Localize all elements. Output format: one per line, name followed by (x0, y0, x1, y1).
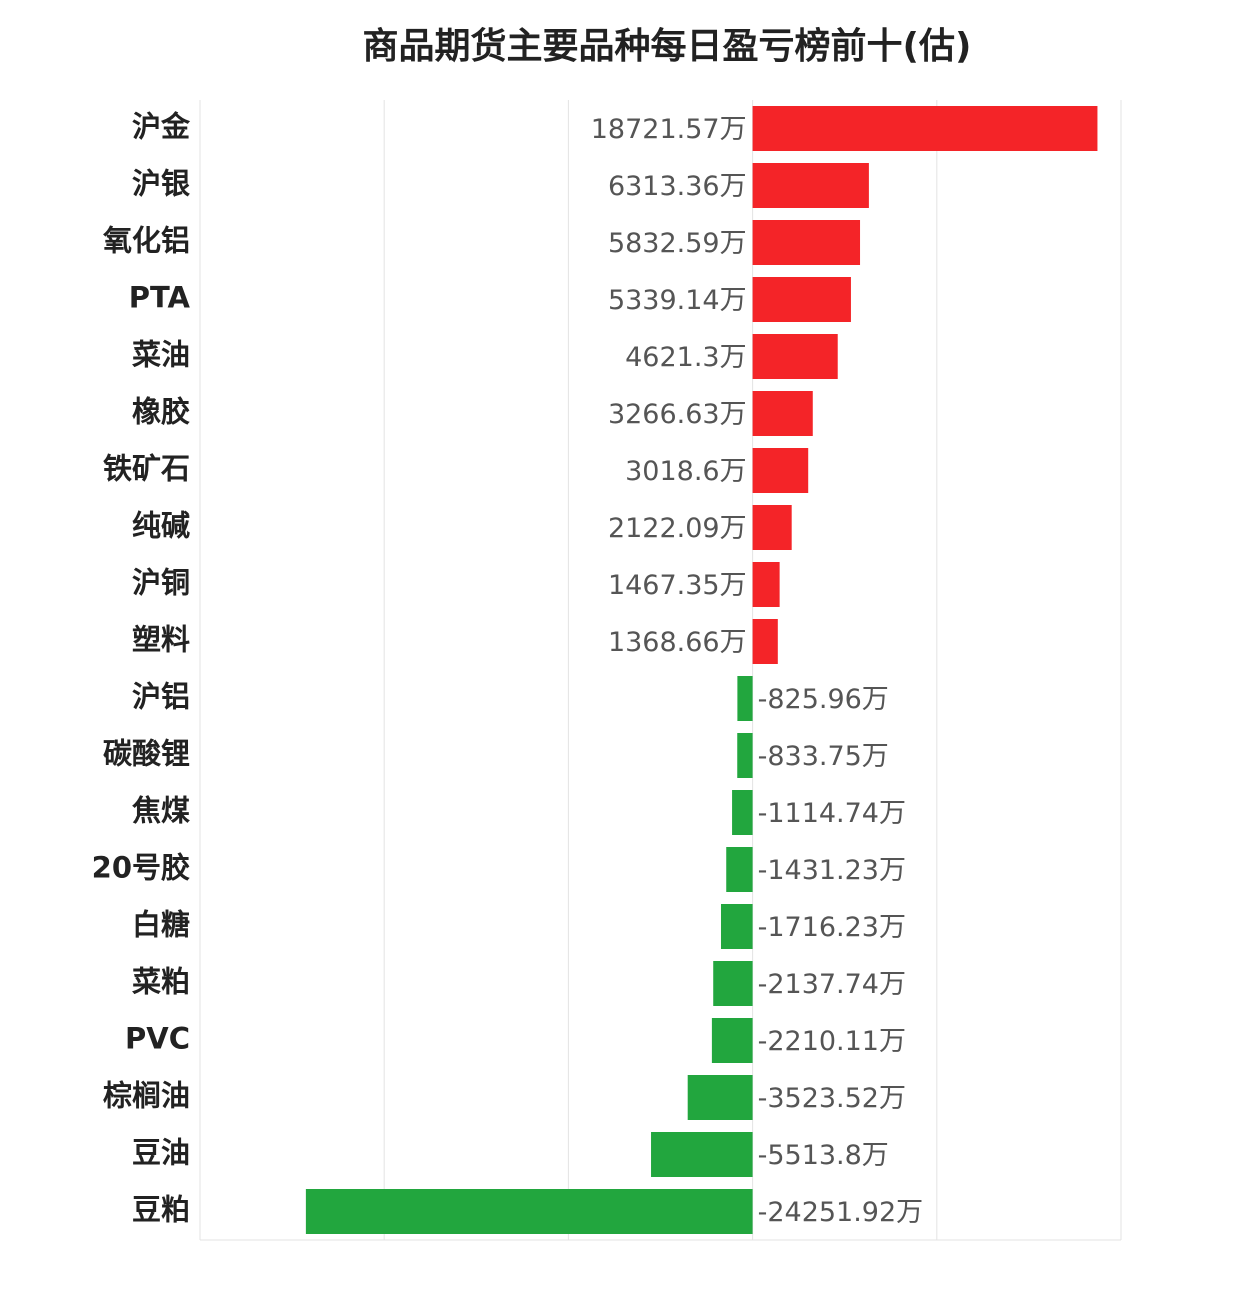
category-label: 白糖 (132, 908, 190, 942)
chart-title: 商品期货主要品种每日盈亏榜前十(估) (363, 26, 972, 67)
category-label: 碳酸锂 (103, 737, 190, 771)
value-label: 5339.14万 (608, 285, 747, 316)
category-label: PVC (125, 1022, 190, 1056)
value-label: -2210.11万 (758, 1026, 906, 1057)
bar (752, 619, 778, 664)
bar (752, 220, 861, 265)
bar (305, 1189, 753, 1234)
bar (752, 448, 809, 493)
bar (752, 562, 780, 607)
value-label: -3523.52万 (758, 1083, 906, 1114)
category-label: 铁矿石 (103, 452, 190, 486)
bar (737, 733, 753, 778)
category-label: 纯碱 (132, 509, 190, 543)
category-label: 菜粕 (132, 965, 190, 999)
category-label: 沪银 (132, 167, 190, 201)
category-label: 氧化铝 (102, 224, 190, 258)
category-label: 焦煤 (132, 794, 190, 828)
bar (687, 1075, 753, 1120)
value-label: 1467.35万 (608, 570, 747, 601)
value-label: 3266.63万 (608, 399, 747, 430)
value-label: 5832.59万 (608, 228, 747, 259)
value-label: -1716.23万 (758, 912, 906, 943)
value-label: -24251.92万 (758, 1197, 924, 1228)
bar (732, 790, 753, 835)
bar (752, 391, 813, 436)
bar (752, 334, 838, 379)
bar (713, 961, 753, 1006)
bar (752, 277, 851, 322)
value-label: -825.96万 (758, 684, 889, 715)
bar (726, 847, 753, 892)
value-label: -1114.74万 (758, 798, 906, 829)
value-label: -833.75万 (758, 741, 889, 772)
bar (720, 904, 753, 949)
bar (752, 163, 869, 208)
category-label: 沪金 (132, 110, 191, 144)
category-label: 菜油 (132, 338, 190, 372)
category-label: PTA (129, 281, 191, 315)
category-label: 沪铝 (132, 680, 190, 714)
bar (752, 505, 792, 550)
category-label: 沪铜 (132, 566, 190, 600)
category-label: 豆油 (132, 1136, 190, 1170)
value-label: 6313.36万 (608, 171, 747, 202)
category-label: 豆粕 (132, 1193, 190, 1227)
value-label: 2122.09万 (608, 513, 747, 544)
bar (752, 106, 1098, 151)
bar (737, 676, 753, 721)
value-label: 4621.3万 (625, 342, 746, 373)
value-label: 1368.66万 (608, 627, 747, 658)
value-label: -1431.23万 (758, 855, 906, 886)
value-label: 18721.57万 (591, 114, 747, 145)
value-label: -5513.8万 (758, 1140, 889, 1171)
category-label: 橡胶 (132, 395, 190, 429)
category-label: 20号胶 (92, 851, 190, 885)
category-label: 棕榈油 (103, 1079, 190, 1113)
value-label: -2137.74万 (758, 969, 906, 1000)
category-label: 塑料 (132, 623, 190, 657)
bar (711, 1018, 753, 1063)
bar (651, 1132, 753, 1177)
value-label: 3018.6万 (625, 456, 746, 487)
